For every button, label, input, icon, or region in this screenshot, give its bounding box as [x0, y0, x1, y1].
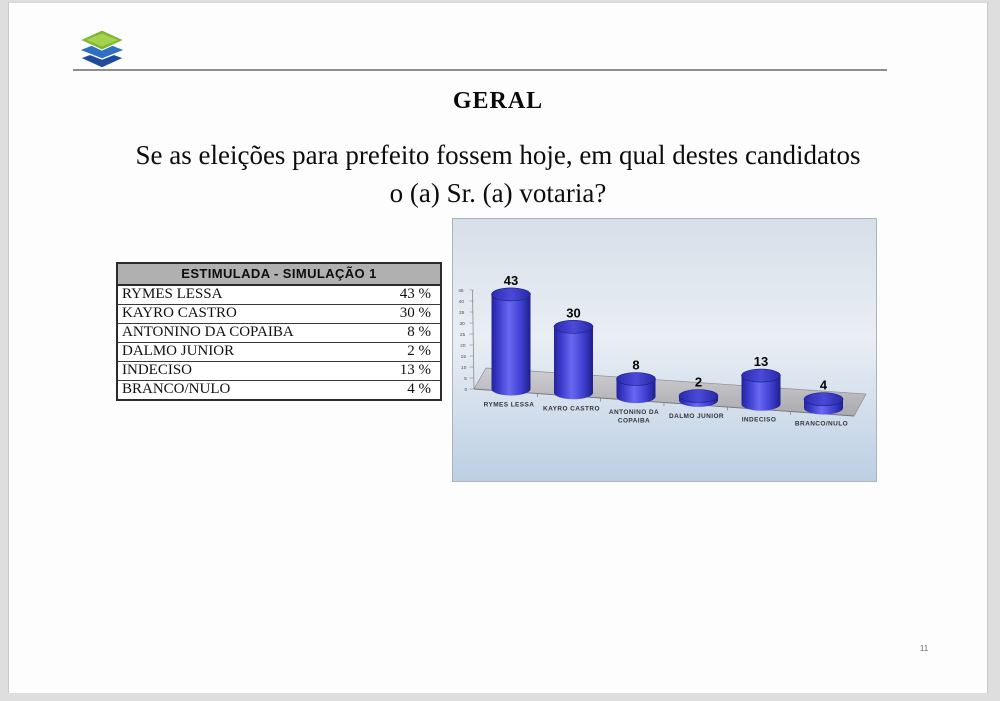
candidate-percent: 8 %	[367, 323, 441, 343]
y-tick-label: 30	[459, 321, 465, 327]
y-tick-label: 20	[460, 343, 466, 349]
y-tick-label: 15	[461, 354, 467, 360]
question-line-2: o (a) Sr. (a) votaria?	[389, 178, 607, 208]
bar-cylinder-5: 4 BRANCO/NULO	[795, 378, 848, 428]
bar-body	[491, 294, 531, 396]
category-label: INDECISO	[742, 417, 777, 424]
bar-top	[553, 320, 594, 334]
header-divider	[73, 69, 887, 71]
bar-top	[616, 372, 656, 386]
bar-chart-canvas: 0 5 10 15 20 25 30 35 40 45 43 RYMES LESSA 30 KAYRO C…	[452, 218, 877, 482]
table-row: KAYRO CASTRO 30 %	[117, 304, 441, 324]
results-table: ESTIMULADA - SIMULAÇÃO 1 RYMES LESSA 43 %…	[116, 262, 442, 401]
candidate-name: BRANCO/NULO	[117, 380, 367, 401]
bar-value-label: 13	[754, 354, 768, 369]
bar-top	[803, 392, 844, 406]
bar-body	[616, 379, 656, 404]
candidate-name: ANTONINO DA COPAIBA	[117, 323, 367, 343]
bar-value-label: 2	[695, 375, 702, 390]
table-row: ANTONINO DA COPAIBA 8 %	[117, 323, 441, 343]
y-tick-label: 5	[464, 376, 467, 382]
bar-top	[678, 389, 719, 403]
table-row: INDECISO 13 %	[117, 361, 441, 381]
y-tick-label: 45	[458, 288, 464, 294]
bar-value-label: 8	[632, 358, 639, 373]
table-row: DALMO JUNIOR 2 %	[117, 342, 441, 362]
table-row: RYMES LESSA 43 %	[117, 284, 441, 305]
candidate-percent: 43 %	[367, 284, 441, 305]
bar-value-label: 4	[820, 378, 828, 393]
candidate-percent: 30 %	[367, 304, 441, 324]
table-row: BRANCO/NULO 4 %	[117, 380, 441, 401]
bar-cylinder-4: 13 INDECISO	[741, 354, 781, 424]
y-tick-label: 35	[459, 310, 465, 316]
candidate-name: INDECISO	[117, 361, 367, 381]
bar-value-label: 30	[566, 305, 580, 320]
y-tick-label: 10	[461, 365, 467, 371]
bar-cylinder-2: 8 ANTONINO DA COPAIBA	[609, 358, 659, 425]
candidate-percent: 13 %	[367, 361, 441, 381]
bar-top	[491, 287, 531, 302]
bar-body	[741, 375, 781, 411]
y-tick-label: 40	[459, 299, 465, 305]
page-title: GERAL	[452, 88, 544, 114]
slide-page: GERAL Se as eleições para prefeito fosse…	[8, 2, 988, 693]
bar-value-label: 43	[504, 273, 518, 288]
bar-cylinder-1: 30 KAYRO CASTRO	[543, 305, 600, 412]
results-bar-chart: 0 5 10 15 20 25 30 35 40 45 43 RYMES LESSA 30 KAYRO C…	[452, 218, 877, 482]
category-label: DALMO JUNIOR	[669, 413, 724, 420]
candidate-name: DALMO JUNIOR	[117, 342, 367, 362]
category-label: BRANCO/NULO	[795, 421, 848, 428]
bar-cylinder-3: 2 DALMO JUNIOR	[669, 375, 724, 420]
question-text: Se as eleições para prefeito fossem hoje…	[9, 136, 987, 212]
bar-body	[554, 326, 593, 400]
category-label: RYMES LESSA	[484, 402, 535, 409]
bar-top	[741, 368, 781, 383]
question-line-1: Se as eleições para prefeito fossem hoje…	[135, 140, 861, 170]
y-tick-label: 25	[460, 332, 466, 338]
layered-diamonds-logo-icon	[77, 29, 127, 69]
y-tick-label: 0	[465, 387, 468, 393]
y-axis-line	[472, 289, 475, 390]
candidate-name: KAYRO CASTRO	[117, 304, 367, 324]
table-header: ESTIMULADA - SIMULAÇÃO 1	[116, 262, 442, 286]
candidate-percent: 4 %	[367, 380, 441, 401]
table-body: RYMES LESSA 43 % KAYRO CASTRO 30 % ANTONINO …	[117, 284, 441, 401]
category-label: ANTONINO DA	[609, 409, 659, 416]
category-label: COPAIBA	[618, 418, 650, 425]
bar-cylinder-0: 43 RYMES LESSA	[484, 273, 535, 409]
candidate-name: RYMES LESSA	[117, 284, 367, 305]
page-number: 11	[919, 644, 929, 653]
candidate-percent: 2 %	[367, 342, 441, 362]
category-label: KAYRO CASTRO	[543, 405, 600, 412]
